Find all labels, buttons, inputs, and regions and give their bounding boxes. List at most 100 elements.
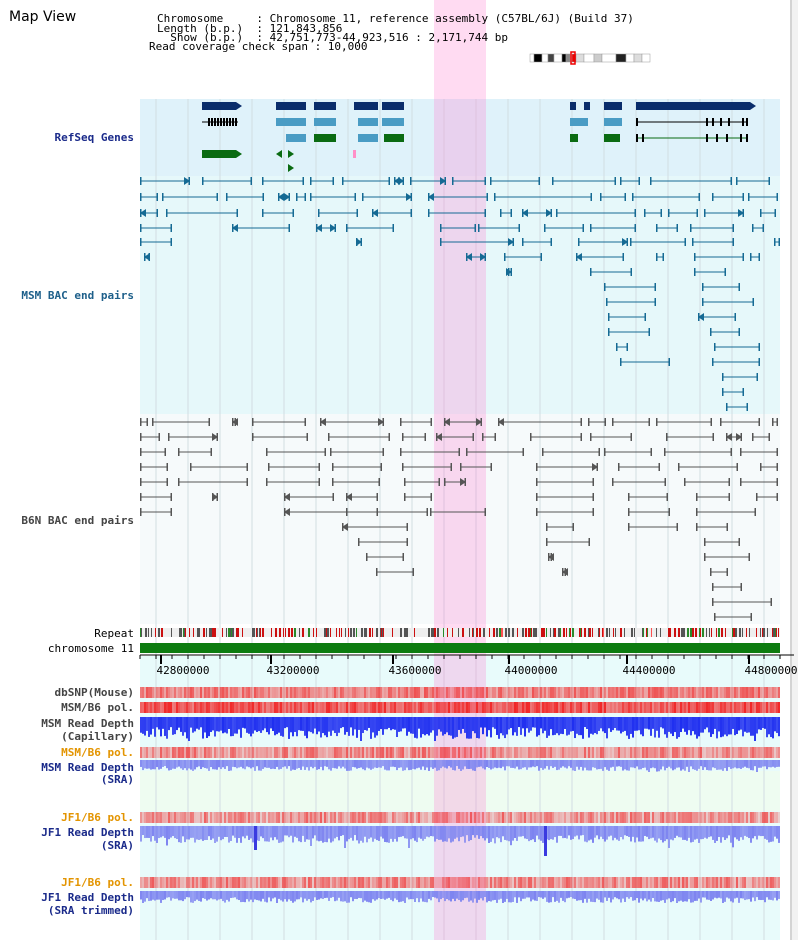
msm-sra-depth-bar [252,760,254,768]
jf1-sra-depth-bar [270,826,272,838]
track-label-jf1-b6-pol-1[interactable]: JF1/B6 pol. [61,811,134,824]
track-label-msm-depth-cap-1[interactable]: MSM Read Depth [41,717,134,730]
bac-end [604,448,606,456]
msm-capillary-depth-bar [594,717,596,734]
jf1-sra-depth-bar [606,826,608,840]
jf1-b6-pol-cell [452,812,454,823]
msm-capillary-depth-bar [348,717,350,736]
jf1-b6-pol-cell [410,812,412,823]
dbsnp-cell [560,687,562,698]
msm-b6-pol-cell [306,702,308,713]
jf1-trimmed-depth-bar [310,891,312,903]
track-label-chromosome[interactable]: chromosome 11 [47,642,134,655]
track-label-b6n-bac[interactable]: B6N BAC end pairs [21,514,134,527]
track-label-msm-b6-pol-2[interactable]: MSM/B6 pol. [61,746,134,759]
jf1-sra-depth-bar [260,826,262,837]
jf1-trimmed-depth-bar [726,891,728,898]
jf1-b6-pol-2-cell [182,877,184,888]
jf1-sra-depth-bar [486,826,488,839]
msm-capillary-depth-bar [632,717,634,738]
track-label-jf1-depth-sra-1[interactable]: JF1 Read Depth [41,826,134,839]
jf1-b6-pol-2-cell [446,877,448,888]
bac-end [546,538,548,546]
msm-b6-pol-2-cell [728,747,730,758]
msm-sra-depth-bar [214,760,216,770]
msm-capillary-depth-bar [740,717,742,730]
bac-end [170,224,172,232]
bac-end [156,209,158,217]
msm-b6-pol-2-cell [428,747,430,758]
msm-b6-pol-2-cell [156,747,158,758]
jf1-trimmed-depth-bar [456,891,458,899]
msm-sra-depth-bar [450,760,452,768]
dbsnp-cell [640,687,642,698]
jf1-b6-pol-2-cell [370,877,372,888]
msm-sra-depth-bar [150,760,152,770]
msm-sra-depth-bar [222,760,224,768]
msm-b6-pol-2-cell [270,747,272,758]
jf1-b6-pol-cell [680,812,682,823]
jf1-b6-pol-2-cell [412,877,414,888]
jf1-trimmed-depth-bar [374,891,376,901]
track-label-dbsnp[interactable]: dbSNP(Mouse) [54,686,134,699]
dbsnp-cell [520,687,522,698]
msm-b6-pol-2-cell [228,747,230,758]
jf1-trimmed-depth-bar [236,891,238,900]
msm-sra-depth-bar [244,760,246,770]
msm-capillary-depth-bar [684,717,686,732]
jf1-b6-pol-2-cell [450,877,452,888]
msm-b6-pol-2-cell [394,747,396,758]
msm-sra-depth-bar [206,760,208,769]
jf1-b6-pol-2-cell [168,877,170,888]
track-label-msm-bac[interactable]: MSM BAC end pairs [21,289,134,302]
jf1-b6-pol-2-cell [520,877,522,888]
msm-capillary-depth-bar [710,717,712,737]
jf1-b6-pol-2-cell [216,877,218,888]
jf1-b6-pol-2-cell [408,877,410,888]
jf1-b6-pol-cell [202,812,204,823]
track-label-repeat[interactable]: Repeat [94,627,134,640]
msm-capillary-depth-bar [404,717,406,729]
msm-sra-depth-bar [504,760,506,771]
track-label-refseq[interactable]: RefSeq Genes [54,131,134,144]
msm-b6-pol-2-cell [294,747,296,758]
msm-b6-pol-cell [720,702,722,713]
jf1-sra-depth-bar [312,826,314,839]
jf1-sra-depth-bar [372,826,374,842]
msm-b6-pol-2-cell [500,747,502,758]
jf1-b6-pol-2-cell [304,877,306,888]
msm-capillary-depth-bar [664,717,666,735]
bac-end [140,493,142,501]
bac-end [376,508,378,516]
bac-end [668,508,670,516]
track-label-jf1-depth-trim-1[interactable]: JF1 Read Depth [41,891,134,904]
jf1-b6-pol-2-cell [750,877,752,888]
jf1-sra-depth-bar [690,826,692,843]
bac-end [156,193,158,201]
track-label-msm-depth-sra-1[interactable]: MSM Read Depth [41,761,134,774]
bac-end [626,343,628,351]
msm-capillary-depth-bar [762,717,764,729]
track-label-msm-b6-pol-1[interactable]: MSM/B6 pol. [61,701,134,714]
jf1-b6-pol-cell [374,812,376,823]
msm-b6-pol-2-cell [690,747,692,758]
msm-b6-pol-cell [656,702,658,713]
dbsnp-cell [532,687,534,698]
dbsnp-cell [174,687,176,698]
jf1-b6-pol-cell [770,812,772,823]
jf1-b6-pol-cell [142,812,144,823]
jf1-trimmed-depth-bar [750,891,752,902]
msm-capillary-depth-bar [510,717,512,729]
dbsnp-cell [700,687,702,698]
track-label-jf1-b6-pol-2[interactable]: JF1/B6 pol. [61,876,134,889]
bac-end [140,238,142,246]
bac-end [696,523,698,531]
msm-b6-pol-cell [362,702,364,713]
dbsnp-cell [420,687,422,698]
jf1-trimmed-depth-bar [744,891,746,901]
jf1-trimmed-depth-bar [346,891,348,903]
jf1-trimmed-depth-bar [498,891,500,900]
jf1-trimmed-depth-bar [426,891,428,903]
jf1-sra-depth-bar [406,826,408,839]
